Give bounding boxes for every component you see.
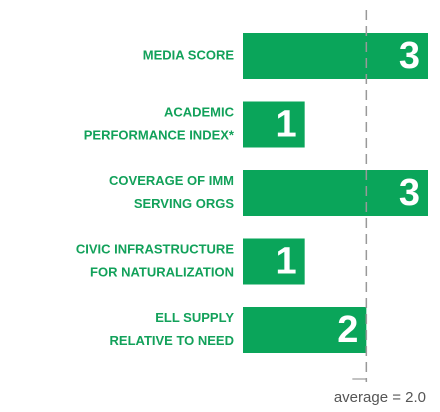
value-label: 1 [276,241,297,283]
value-label: 3 [399,172,420,214]
bar [243,170,428,216]
category-label: FOR NATURALIZATION [90,264,234,279]
reference-label: average = 2.0 [334,389,426,406]
bar [243,33,428,79]
category-label: ACADEMIC [164,104,235,119]
value-label: 1 [276,104,297,146]
category-label: RELATIVE TO NEED [110,333,234,348]
category-label: CIVIC INFRASTRUCTURE [76,241,234,256]
value-label: 2 [337,309,358,351]
category-label: SERVING ORGS [134,196,235,211]
value-label: 3 [399,35,420,77]
bar [243,101,305,148]
category-label: MEDIA SCORE [143,47,235,62]
category-label: PERFORMANCE INDEX* [84,127,235,142]
bar [243,307,367,353]
bar [243,238,305,285]
category-label: COVERAGE OF IMM [109,173,234,188]
category-label: ELL SUPPLY [155,310,234,325]
